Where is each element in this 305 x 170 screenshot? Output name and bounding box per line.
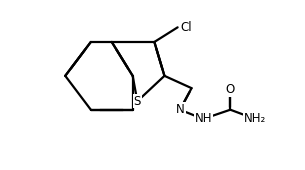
Text: N: N xyxy=(176,103,184,116)
Text: NH: NH xyxy=(195,113,212,125)
Text: Cl: Cl xyxy=(180,21,192,34)
Text: NH₂: NH₂ xyxy=(244,113,266,125)
Text: O: O xyxy=(226,83,235,96)
Text: S: S xyxy=(134,95,141,108)
